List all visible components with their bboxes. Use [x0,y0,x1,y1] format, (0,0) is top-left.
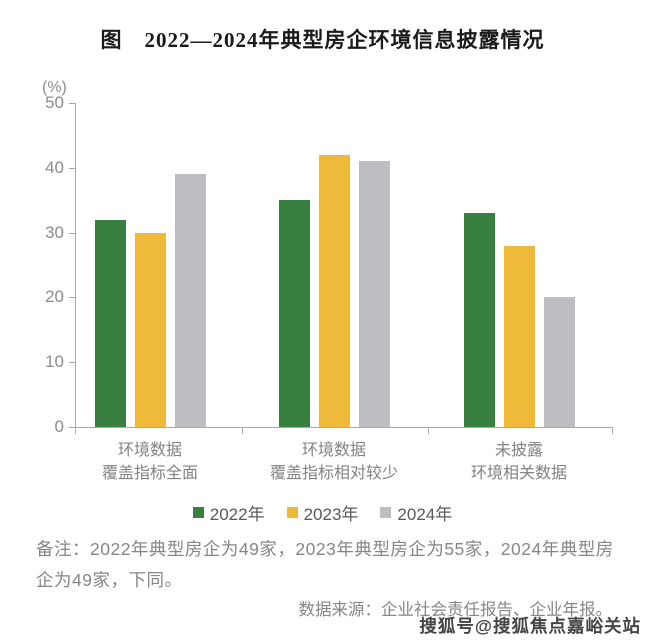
y-axis-tick-label-0: 0 [54,417,64,436]
y-axis-tick-label-40: 40 [45,157,64,177]
y-axis-tick-30 [69,232,75,234]
y-axis-tick-label-50: 50 [45,93,64,112]
bar-2022年-category-2 [278,200,310,427]
data-source-note: 数据来源：企业社会责任报告、企业年报。 [298,601,613,619]
legend-label: 2023年 [303,505,359,524]
y-axis-tick-label-10: 10 [45,352,64,372]
watermark: 搜狐号@搜狐焦点嘉峪关站 [419,616,641,636]
bar-2023年-category-1 [134,232,166,427]
legend-swatch-icon [192,507,204,518]
legend-label: 2022年 [209,505,265,524]
y-axis-line [75,103,76,428]
x-axis-category-label-3: 未披露 环境相关数据 [470,442,567,482]
y-axis-tick-20 [69,297,75,299]
bar-2022年-category-3 [463,213,495,427]
y-axis-unit-label: (%) [42,79,67,96]
y-axis-tick-40 [69,167,75,169]
x-axis-tick-3 [612,428,613,434]
bar-2022年-category-1 [94,219,126,427]
x-axis-category-label-2: 环境数据 覆盖指标相对较少 [269,442,398,482]
y-axis-tick-label-30: 30 [45,222,64,242]
legend-item-2023年: 2023年 [286,500,359,525]
chart-legend: 2022年 2023年 2024年 [0,500,645,525]
x-axis-category-label-1: 环境数据 覆盖指标全面 [101,442,198,482]
x-axis-line [75,427,613,428]
bar-2023年-category-3 [503,245,535,427]
bar-2023年-category-2 [318,154,350,427]
x-axis-tick-2 [428,428,429,434]
x-axis-tick-1 [242,428,243,434]
remark-note: 备注：2022年典型房企为49家，2023年典型房企为55家，2024年典型房企… [36,539,614,590]
bar-2024年-category-1 [174,174,206,427]
y-axis-tick-0 [69,427,75,428]
x-axis-tick-0 [75,428,76,434]
legend-swatch-icon [380,507,392,518]
chart-title: 图 2022—2024年典型房企环境信息披露情况 [100,28,545,52]
legend-item-2024年: 2024年 [380,500,452,525]
y-axis-tick-label-20: 20 [45,287,64,307]
legend-item-2022年: 2022年 [192,500,265,525]
bar-2024年-category-3 [543,297,575,427]
y-axis-tick-50 [69,103,75,104]
legend-swatch-icon [286,507,298,518]
legend-label: 2024年 [397,505,453,524]
y-axis-tick-10 [69,362,75,364]
bar-2024年-category-2 [358,161,390,427]
